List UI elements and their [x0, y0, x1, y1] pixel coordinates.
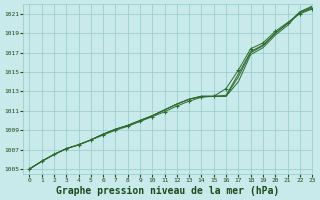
X-axis label: Graphe pression niveau de la mer (hPa): Graphe pression niveau de la mer (hPa)	[56, 186, 279, 196]
